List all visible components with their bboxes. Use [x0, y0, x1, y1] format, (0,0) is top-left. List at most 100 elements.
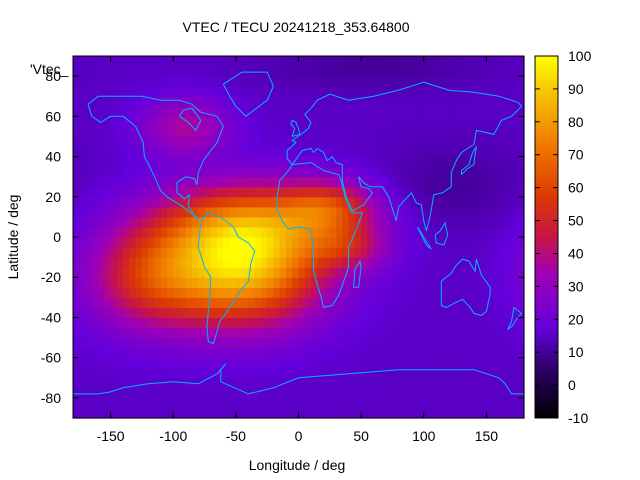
heatmap-cell: [129, 156, 137, 168]
heatmap-cell: [348, 297, 356, 308]
heatmap-cell: [185, 226, 193, 238]
heatmap-cell: [430, 196, 437, 208]
heatmap-cell: [329, 166, 337, 178]
heatmap-cell: [242, 166, 249, 178]
heatmap-cell: [367, 287, 375, 298]
heatmap-cell: [235, 377, 243, 389]
heatmap-cell: [311, 106, 318, 117]
heatmap-cell: [442, 186, 450, 198]
heatmap-cell: [498, 106, 506, 117]
colorbar-tick-label: 30: [568, 278, 584, 294]
heatmap-cell: [448, 357, 456, 369]
heatmap-cell: [267, 76, 275, 87]
heatmap-cell: [85, 56, 93, 67]
heatmap-cell: [423, 86, 431, 97]
heatmap-cell: [517, 297, 525, 308]
heatmap-cell: [185, 186, 193, 198]
heatmap-cell: [273, 267, 281, 278]
heatmap-cell: [348, 186, 356, 198]
coastline-sumatra: [417, 226, 432, 250]
heatmap-cell: [298, 397, 306, 409]
heatmap-cell: [91, 247, 99, 258]
heatmap-cell: [411, 307, 419, 319]
heatmap-cell: [91, 267, 99, 278]
heatmap-cell: [417, 146, 425, 158]
heatmap-cell: [73, 116, 80, 127]
heatmap-cell: [498, 186, 506, 198]
heatmap-cell: [323, 357, 331, 369]
heatmap-cell: [166, 397, 174, 409]
heatmap-cell: [498, 327, 506, 339]
heatmap-cell: [448, 56, 456, 67]
heatmap-cell: [98, 156, 105, 168]
heatmap-cell: [173, 307, 181, 319]
heatmap-cell: [285, 96, 293, 107]
heatmap-cell: [398, 357, 406, 369]
heatmap-cell: [342, 106, 350, 117]
heatmap-cell: [185, 136, 193, 148]
heatmap-cell: [423, 216, 431, 228]
heatmap-cell: [123, 156, 130, 168]
heatmap-cell: [254, 327, 262, 339]
heatmap-cell: [404, 206, 412, 218]
heatmap-cell: [317, 166, 325, 178]
heatmap-cell: [386, 226, 394, 238]
heatmap-cell: [135, 277, 143, 288]
heatmap-cell: [480, 76, 488, 87]
heatmap-cell: [336, 257, 343, 268]
heatmap-cell: [336, 136, 343, 148]
heatmap-cell: [430, 146, 437, 158]
heatmap-cell: [461, 156, 469, 168]
heatmap-cell: [311, 237, 318, 248]
heatmap-cell: [298, 347, 306, 359]
heatmap-cell: [123, 76, 130, 87]
heatmap-cell: [235, 237, 243, 248]
heatmap-cell: [461, 96, 469, 107]
heatmap-cell: [260, 367, 268, 379]
heatmap-cell: [417, 377, 425, 389]
heatmap-cell: [298, 367, 306, 379]
heatmap-cell: [166, 146, 174, 158]
heatmap-cell: [110, 257, 118, 268]
heatmap-cell: [204, 407, 212, 419]
heatmap-cell: [498, 76, 506, 87]
heatmap-cell: [273, 397, 281, 409]
heatmap-cell: [267, 126, 275, 138]
heatmap-cell: [235, 407, 243, 419]
heatmap-cell: [110, 287, 118, 298]
heatmap-cell: [198, 196, 206, 208]
heatmap-cell: [392, 307, 400, 319]
heatmap-cell: [179, 56, 187, 67]
heatmap-cell: [317, 387, 325, 399]
heatmap-cell: [279, 176, 287, 188]
heatmap-cell: [505, 337, 513, 349]
heatmap-cell: [141, 106, 149, 117]
heatmap-cell: [223, 397, 231, 409]
heatmap-cell: [417, 66, 425, 77]
heatmap-cell: [354, 237, 362, 248]
heatmap-cell: [404, 66, 412, 77]
heatmap-cell: [492, 267, 500, 278]
heatmap-cell: [98, 56, 105, 67]
heatmap-cell: [229, 226, 237, 238]
heatmap-cell: [98, 267, 105, 278]
heatmap-cell: [354, 116, 362, 127]
heatmap-cell: [455, 387, 462, 399]
heatmap-cell: [79, 317, 87, 329]
heatmap-cell: [386, 257, 394, 268]
heatmap-cell: [135, 407, 143, 419]
heatmap-cell: [329, 267, 337, 278]
heatmap-cell: [110, 56, 118, 67]
heatmap-cell: [85, 216, 93, 228]
heatmap-cell: [467, 66, 475, 77]
heatmap-cell: [292, 327, 300, 339]
heatmap-cell: [160, 76, 168, 87]
heatmap-cell: [204, 347, 212, 359]
heatmap-cell: [285, 287, 293, 298]
heatmap-cell: [492, 96, 500, 107]
heatmap-cell: [79, 86, 87, 97]
heatmap-cell: [166, 86, 174, 97]
heatmap-cell: [455, 327, 462, 339]
heatmap-cell: [517, 377, 525, 389]
heatmap-cell: [498, 367, 506, 379]
